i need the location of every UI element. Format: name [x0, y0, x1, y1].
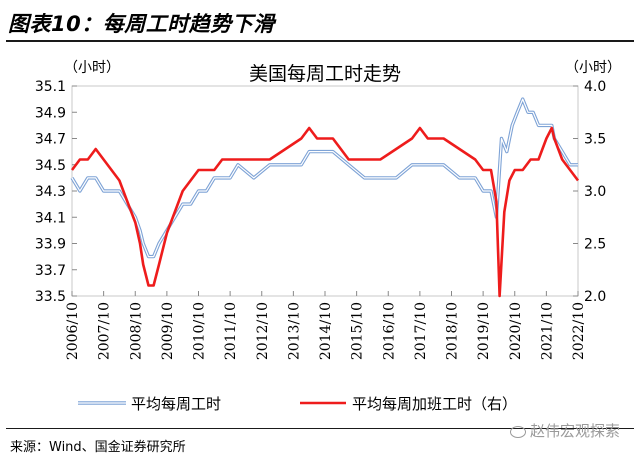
legend-label-average-weekly-hours: 平均每周工时 [131, 395, 221, 413]
left-axis-tick-label: 34.1 [35, 210, 66, 226]
legend-label-average-weekly-overtime: 平均每周加班工时（右） [352, 395, 517, 413]
watermark-text: 赵伟宏观探索 [529, 422, 620, 440]
x-axis-tick-label: 2020/10 [508, 302, 524, 360]
right-axis-tick-label: 3.5 [584, 132, 606, 148]
left-axis-tick-label: 34.9 [35, 105, 66, 121]
right-axis-tick-label: 4.0 [584, 79, 606, 95]
figure-title: 图表10：每周工时趋势下滑 [8, 12, 275, 36]
bottom-rule [6, 428, 634, 429]
right-axis-tick-label: 2.5 [584, 237, 606, 253]
left-axis-tick-label: 33.7 [35, 263, 66, 279]
left-axis-unit: （小时） [64, 60, 120, 76]
x-axis-tick-label: 2008/10 [128, 302, 144, 360]
right-axis-tick-label: 2.0 [584, 289, 606, 305]
x-axis-tick-label: 2016/10 [381, 302, 397, 360]
x-axis-tick-label: 2013/10 [286, 302, 302, 360]
x-axis-tick-label: 2007/10 [97, 302, 113, 360]
series-line-average-weekly-overtime [70, 126, 580, 298]
series-line-average-weekly-hours-core [71, 98, 578, 258]
left-axis-tick-label: 33.9 [35, 237, 66, 253]
x-axis-tick-label: 2014/10 [318, 302, 334, 360]
watermark: 赵伟宏观探索 [509, 420, 620, 441]
source-note: 来源：Wind、国金证券研究所 [10, 440, 186, 455]
left-axis-tick-label: 33.5 [35, 289, 66, 305]
x-axis-tick-label: 2021/10 [539, 302, 555, 360]
x-axis-tick-label: 2006/10 [65, 302, 81, 360]
x-axis-tick-label: 2010/10 [192, 302, 208, 360]
left-axis-tick-label: 35.1 [35, 79, 66, 95]
wechat-icon [509, 425, 526, 438]
x-axis-tick-label: 2019/10 [476, 302, 492, 360]
x-axis-tick-label: 2011/10 [223, 302, 239, 360]
chart-title: 美国每周工时走势 [249, 63, 401, 85]
left-axis-tick-label: 34.7 [35, 132, 66, 148]
x-axis-tick-label: 2012/10 [255, 302, 271, 360]
x-axis-tick-label: 2009/10 [160, 302, 176, 360]
x-axis-tick-label: 2015/10 [350, 302, 366, 360]
x-axis-tick-label: 2017/10 [413, 302, 429, 360]
x-axis-tick-label: 2022/10 [571, 302, 587, 360]
left-axis-tick-label: 34.5 [35, 158, 66, 174]
right-axis-unit: （小时） [565, 60, 621, 76]
left-axis-tick-label: 34.3 [35, 184, 66, 200]
right-axis-tick-label: 3.0 [584, 184, 606, 200]
title-rule [6, 40, 634, 42]
x-axis-tick-label: 2018/10 [445, 302, 461, 360]
